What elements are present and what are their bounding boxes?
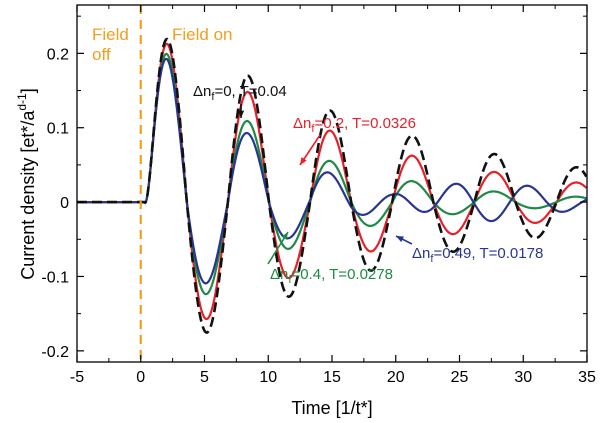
annotation-dn-value: 0.49 bbox=[442, 245, 471, 262]
y-tick-label: 0 bbox=[60, 195, 69, 212]
annotation-series-2: Δnf=0.4, T=0.0278 bbox=[270, 266, 393, 286]
arrow-series-3 bbox=[395, 235, 413, 245]
y-tick-label: 0.1 bbox=[47, 121, 69, 138]
annotation-series-1: Δnf=0.2, T=0.0326 bbox=[293, 115, 416, 135]
annotation-arrows bbox=[237, 104, 413, 265]
field-off-label-line2: off bbox=[92, 45, 111, 64]
series-line-3 bbox=[77, 57, 587, 285]
series-line-0 bbox=[77, 37, 587, 334]
x-tick-label: -5 bbox=[70, 369, 84, 386]
x-axis-label: Time [1/t*] bbox=[291, 398, 372, 418]
annotation-temperature-value: 0.0326 bbox=[370, 115, 416, 132]
x-tick-label: 35 bbox=[578, 369, 596, 386]
annotation-dn-value: 0.2 bbox=[323, 115, 344, 132]
svg-text:Δnf=0.2, T=0.0326: Δnf=0.2, T=0.0326 bbox=[293, 115, 416, 135]
axis-ticks: -5 0 5 10 15 20 25 30 35 -0.2 -0.1 0 0.1 0.2 bbox=[41, 5, 596, 386]
x-tick-label: 10 bbox=[259, 369, 277, 386]
series-lines bbox=[77, 37, 587, 334]
annotation-temperature-value: 0.04 bbox=[258, 83, 287, 100]
plot-frame bbox=[76, 4, 588, 363]
y-tick-label: -0.1 bbox=[41, 269, 69, 286]
svg-text:Δnf=0.49, T=0.0178: Δnf=0.49, T=0.0178 bbox=[412, 245, 543, 265]
svg-text:Δnf=0.4, T=0.0278: Δnf=0.4, T=0.0278 bbox=[270, 266, 393, 286]
x-tick-label: 0 bbox=[136, 369, 145, 386]
x-tick-label: 20 bbox=[387, 369, 405, 386]
annotation-dn-value: 0.4 bbox=[300, 266, 321, 283]
y-axis-label: Current density [et*/ad-1] bbox=[15, 88, 38, 279]
arrow-series-0 bbox=[237, 104, 245, 118]
arrow-series-2 bbox=[267, 231, 289, 265]
annotation-temperature-value: 0.0278 bbox=[347, 266, 393, 283]
y-tick-label: 0.2 bbox=[47, 46, 69, 63]
y-axis-label-end: ] bbox=[18, 88, 38, 93]
y-axis-label-sup: d-1 bbox=[15, 93, 29, 111]
arrow-series-1 bbox=[299, 134, 321, 166]
y-axis-label-main: Current density [et*/a bbox=[18, 110, 38, 280]
annotation-series-0: Δnf=0, T=0.04 bbox=[193, 83, 287, 103]
annotation-dn-value: 0 bbox=[223, 83, 231, 100]
x-tick-label: 15 bbox=[323, 369, 341, 386]
y-tick-label: -0.2 bbox=[41, 344, 69, 361]
x-tick-label: 25 bbox=[451, 369, 469, 386]
x-tick-label: 30 bbox=[514, 369, 532, 386]
annotation-temperature-value: 0.0178 bbox=[497, 245, 543, 262]
annotation-series-3: Δnf=0.49, T=0.0178 bbox=[412, 245, 543, 265]
field-on-label: Field on bbox=[172, 25, 232, 44]
field-off-label: Field bbox=[92, 25, 129, 44]
x-tick-label: 5 bbox=[200, 369, 209, 386]
svg-text:Δnf=0, T=0.04: Δnf=0, T=0.04 bbox=[193, 83, 287, 103]
